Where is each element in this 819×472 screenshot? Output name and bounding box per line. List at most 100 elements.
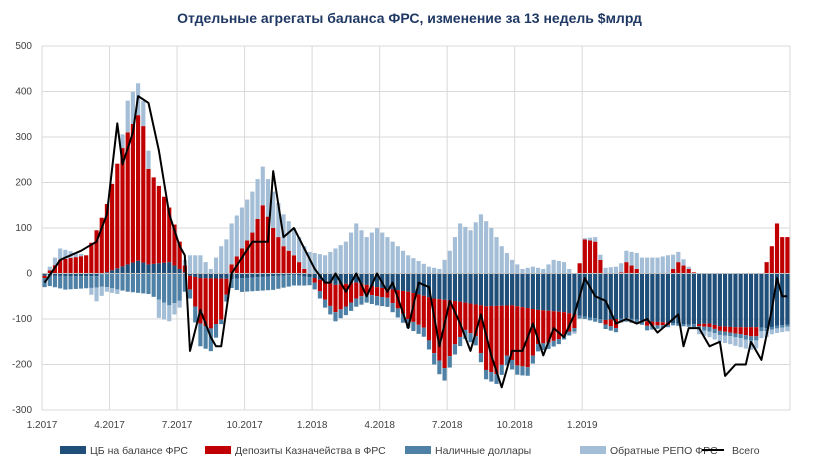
bar-cash: [593, 318, 598, 322]
bar-repo: [343, 241, 348, 274]
bar-cb: [276, 273, 281, 276]
bar-cash: [525, 367, 530, 376]
bar-repo: [665, 255, 671, 274]
bar-cash: [577, 315, 582, 319]
bar-cash: [338, 309, 343, 319]
bar-treasury: [271, 228, 276, 274]
bar-repo: [411, 258, 416, 274]
bar-repo: [141, 101, 146, 127]
bar-repo: [281, 214, 286, 247]
bar-repo: [473, 222, 478, 274]
bar-cb: [364, 273, 369, 285]
bar-repo: [697, 329, 702, 335]
bar-cb: [494, 273, 499, 306]
bar-cash: [229, 278, 234, 289]
bar-repo: [198, 255, 203, 274]
bar-cash: [130, 273, 135, 293]
bar-cash: [733, 333, 738, 338]
bar-repo: [276, 202, 281, 238]
bar-treasury: [250, 232, 255, 274]
bar-cash: [156, 273, 161, 300]
bar-treasury: [406, 291, 411, 319]
bar-cash: [759, 327, 764, 332]
bar-repo: [400, 250, 406, 274]
bar-treasury: [774, 223, 780, 274]
bar-treasury: [167, 207, 172, 263]
bar-repo: [426, 266, 432, 274]
bar-cb: [722, 273, 728, 327]
bar-treasury: [452, 301, 458, 345]
bar-cash: [73, 276, 78, 289]
bar-treasury: [42, 275, 47, 279]
bar-repo: [73, 252, 78, 258]
bar-cash: [104, 273, 110, 288]
bar-repo: [385, 237, 390, 274]
bar-cb: [156, 263, 161, 274]
bar-cb: [774, 273, 780, 326]
bar-treasury: [572, 314, 577, 329]
bar-treasury: [193, 276, 198, 307]
bar-repo: [120, 134, 125, 149]
bar-treasury: [426, 297, 432, 341]
bar-cash: [510, 359, 515, 370]
bar-repo: [535, 267, 541, 274]
bar-cb: [442, 273, 447, 300]
bar-cash: [63, 275, 68, 290]
bar-treasury: [328, 283, 333, 306]
bar-cash: [728, 332, 733, 337]
bar-cash: [463, 329, 468, 340]
bar-cash: [89, 276, 94, 288]
bar-cash: [354, 298, 359, 307]
bar-cb: [432, 273, 437, 299]
bar-cb: [104, 272, 110, 274]
bar-cb: [624, 273, 629, 319]
bar-cash: [136, 273, 141, 293]
bar-cash: [671, 323, 676, 326]
bar-treasury: [161, 196, 167, 263]
bar-treasury: [671, 268, 676, 274]
bar-repo: [354, 223, 359, 274]
bar-repo: [94, 287, 99, 302]
bar-treasury: [442, 299, 447, 369]
bar-cash: [224, 294, 229, 302]
bar-cash: [691, 324, 696, 328]
bar-cash: [146, 273, 151, 294]
bar-cb: [333, 273, 338, 285]
bar-cb: [219, 273, 224, 279]
bar-treasury: [463, 302, 468, 330]
y-tick-label: -200: [12, 360, 32, 371]
bar-cb: [151, 263, 156, 274]
bar-cash: [702, 326, 707, 331]
bar-repo: [686, 266, 691, 269]
bar-cb: [660, 273, 665, 323]
bar-cash: [681, 324, 686, 327]
bar-repo: [769, 329, 774, 335]
y-tick-label: -100: [12, 314, 32, 325]
legend-label-treasury: Депозиты Казначейства в ФРС: [235, 445, 386, 457]
bar-treasury: [156, 185, 161, 264]
bar-cash: [187, 289, 193, 299]
bar-repo: [774, 328, 780, 333]
legend-swatch-cb: [60, 446, 86, 454]
bar-repo: [582, 238, 587, 240]
bar-cash: [738, 334, 743, 339]
bar-treasury: [458, 301, 463, 337]
bar-cash: [416, 324, 421, 334]
bar-repo: [208, 268, 213, 274]
bar-cb: [520, 273, 525, 308]
bar-cash: [208, 328, 213, 352]
bar-cb: [780, 273, 785, 326]
bar-treasury: [120, 148, 125, 267]
bar-repo: [759, 331, 764, 339]
bar-repo: [219, 246, 224, 274]
bar-repo: [421, 263, 426, 274]
bar-cb: [42, 273, 47, 276]
bar-treasury: [104, 204, 110, 273]
bar-treasury: [172, 224, 177, 266]
bar-treasury: [593, 241, 598, 274]
bar-repo: [525, 267, 530, 274]
bar-cash: [406, 319, 411, 329]
bar-cb: [473, 273, 478, 305]
bar-treasury: [58, 259, 63, 274]
